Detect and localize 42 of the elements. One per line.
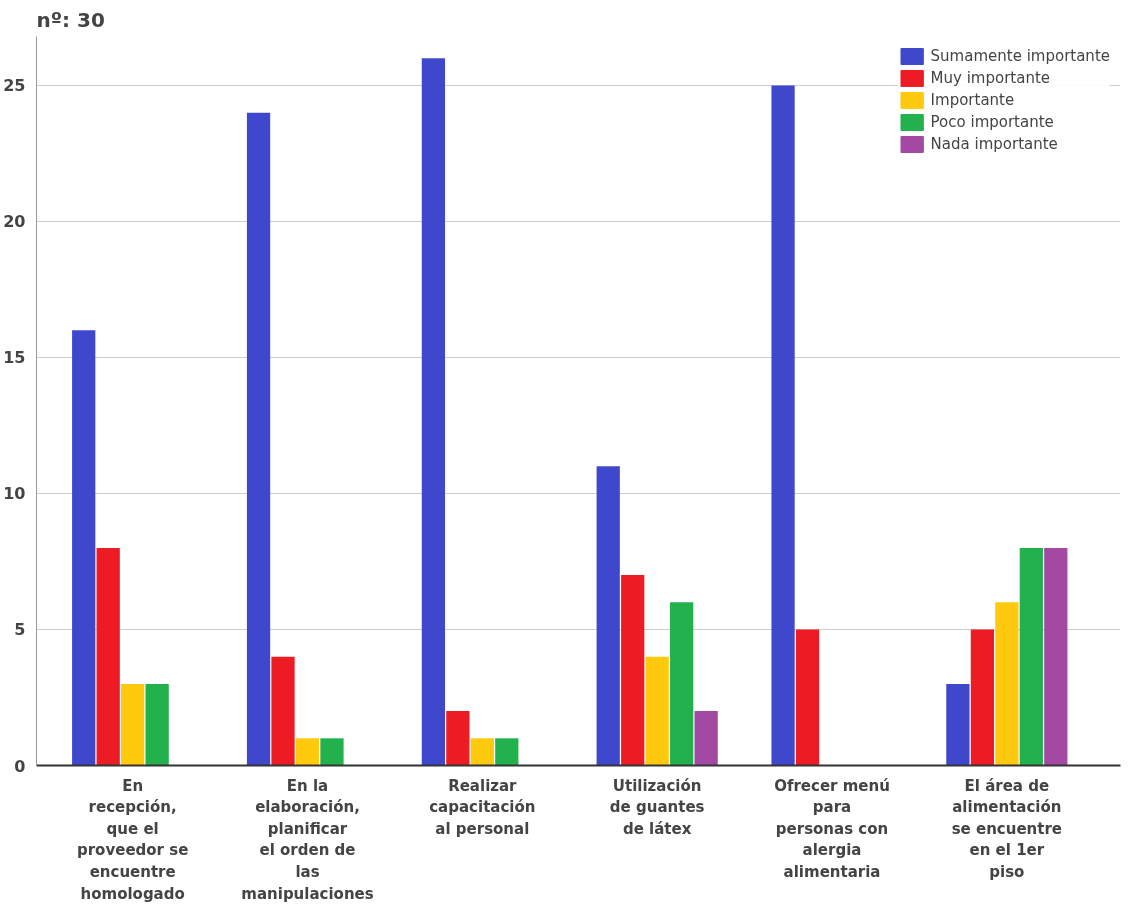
legend-label: Nada importante — [930, 135, 1058, 153]
bar — [1044, 547, 1068, 766]
y-tick-label: 0 — [14, 756, 26, 776]
bar — [946, 683, 970, 766]
x-tick-label: En la elaboración, planificar el orden de las manipulaciones — [241, 776, 374, 903]
legend-label: Importante — [930, 91, 1015, 109]
bar — [1019, 547, 1043, 766]
bar — [72, 330, 96, 766]
x-tick-label: En recepción, que el proveedor se encuentre homologado — [77, 776, 189, 903]
bar — [621, 575, 645, 766]
bar — [145, 683, 169, 766]
x-tick-label: El área de alimentación se encuentre en el 1er piso — [951, 776, 1063, 881]
bar — [271, 656, 295, 766]
bar — [246, 112, 271, 766]
legend-label: Sumamente importante — [930, 47, 1110, 65]
bar — [795, 629, 820, 766]
bar — [495, 738, 519, 766]
bar — [446, 711, 470, 766]
x-tick-label: Realizar capacitación al personal — [429, 776, 536, 838]
y-tick-label: 15 — [3, 348, 26, 368]
legend-label: Muy importante — [930, 69, 1051, 87]
bar — [596, 466, 620, 766]
bar — [295, 738, 320, 766]
legend-label: Poco importante — [930, 113, 1054, 131]
bar — [970, 629, 994, 766]
y-tick-label: 25 — [3, 76, 26, 96]
bar — [670, 602, 694, 766]
bar — [421, 58, 446, 766]
bar — [320, 738, 344, 766]
bar — [771, 85, 795, 766]
chart-title: nº: 30 — [36, 7, 105, 32]
y-tick-label: 10 — [3, 484, 26, 504]
bar — [694, 711, 718, 766]
bar — [645, 656, 669, 766]
y-tick-label: 5 — [14, 620, 26, 640]
bar — [995, 602, 1019, 766]
bar — [470, 738, 494, 766]
y-tick-label: 20 — [3, 212, 26, 232]
bar — [121, 683, 145, 766]
x-tick-label: Utilización de guantes de látex — [609, 776, 705, 838]
x-tick-label: Ofrecer menú para personas con alergia alimentaria — [774, 776, 890, 881]
bar — [96, 547, 120, 766]
